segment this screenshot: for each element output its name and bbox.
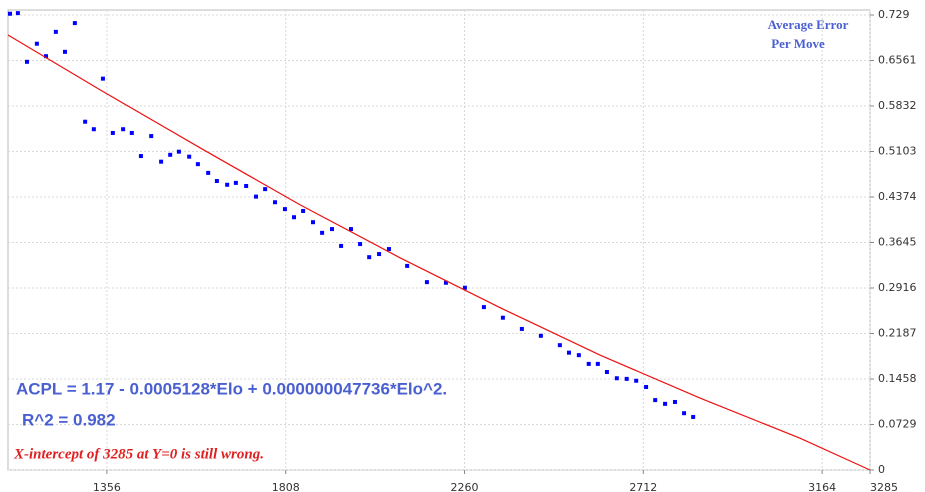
point <box>691 414 696 419</box>
point <box>176 149 181 154</box>
point <box>24 59 29 64</box>
point <box>348 227 353 232</box>
point <box>663 401 668 406</box>
point <box>100 76 105 81</box>
point <box>614 376 619 381</box>
point <box>634 378 639 383</box>
x-tick-label: 2260 <box>451 481 479 492</box>
point <box>377 252 382 257</box>
x-tick-label: 3164 <box>808 481 836 492</box>
point <box>481 305 486 310</box>
point <box>62 49 67 54</box>
point <box>195 162 200 167</box>
annotation: R^2 = 0.982 <box>22 410 116 429</box>
point <box>339 243 344 248</box>
point <box>386 247 391 252</box>
point <box>43 54 48 59</box>
x-tick-label: 1808 <box>272 481 300 492</box>
point <box>110 130 115 135</box>
x-tick-label: 2712 <box>629 481 657 492</box>
point <box>254 194 259 199</box>
point <box>121 127 126 132</box>
point <box>557 343 562 348</box>
point <box>595 361 600 366</box>
point <box>91 127 96 132</box>
plot-area <box>7 9 871 471</box>
point <box>462 285 467 290</box>
marks <box>7 11 871 471</box>
y-tick-label: 0.2187 <box>878 326 917 339</box>
y-tick-label: 0.0729 <box>878 417 917 430</box>
point <box>301 208 306 213</box>
y-tick-label: 0.1458 <box>878 372 917 385</box>
point <box>83 119 88 124</box>
point <box>168 152 173 157</box>
point <box>7 11 12 16</box>
point <box>233 180 238 185</box>
point <box>538 333 543 338</box>
y-tick-label: 0.2916 <box>878 281 917 294</box>
point <box>53 29 58 34</box>
point <box>282 207 287 212</box>
point <box>72 21 77 26</box>
point <box>149 134 154 139</box>
x-tick-label: 1356 <box>93 481 121 492</box>
point <box>129 130 134 135</box>
point <box>292 215 297 220</box>
point <box>443 280 448 285</box>
y-tick-label: 0.4374 <box>878 190 917 203</box>
annotation: ACPL = 1.17 - 0.0005128*Elo + 0.00000004… <box>16 379 447 398</box>
point <box>159 159 164 164</box>
chart-title: Per Move <box>771 36 825 51</box>
y-tick-label: 0.5103 <box>878 144 917 157</box>
chart-title: Average Error <box>768 17 849 32</box>
y-tick-label: 0.6561 <box>878 53 917 66</box>
y-tick-label: 0.3645 <box>878 235 917 248</box>
annotation: X-intercept of 3285 at Y=0 is still wron… <box>13 446 264 462</box>
point <box>206 170 211 175</box>
point <box>519 326 524 331</box>
x-tick-label: 3285 <box>870 481 898 492</box>
point <box>358 242 363 247</box>
point <box>424 280 429 285</box>
point <box>34 41 39 46</box>
point <box>320 230 325 235</box>
point <box>672 399 677 404</box>
y-tick-label: 0.5832 <box>878 99 917 112</box>
point <box>604 370 609 375</box>
point <box>367 255 372 260</box>
point <box>576 353 581 358</box>
point <box>653 398 658 403</box>
point <box>225 182 230 187</box>
point <box>624 376 629 381</box>
point <box>214 179 219 184</box>
point <box>329 227 334 232</box>
point <box>500 315 505 320</box>
point <box>273 200 278 205</box>
point <box>15 11 20 16</box>
point <box>187 154 192 159</box>
grid <box>8 10 871 471</box>
point <box>682 411 687 416</box>
y-tick-label: 0.729 <box>878 8 910 21</box>
point <box>566 350 571 355</box>
point <box>244 184 249 189</box>
point <box>311 220 316 225</box>
point <box>586 361 591 366</box>
point <box>405 263 410 268</box>
point <box>138 154 143 159</box>
y-tick-label: 0 <box>878 463 885 476</box>
trend-line <box>7 34 871 471</box>
point <box>644 384 649 389</box>
point <box>263 187 268 192</box>
